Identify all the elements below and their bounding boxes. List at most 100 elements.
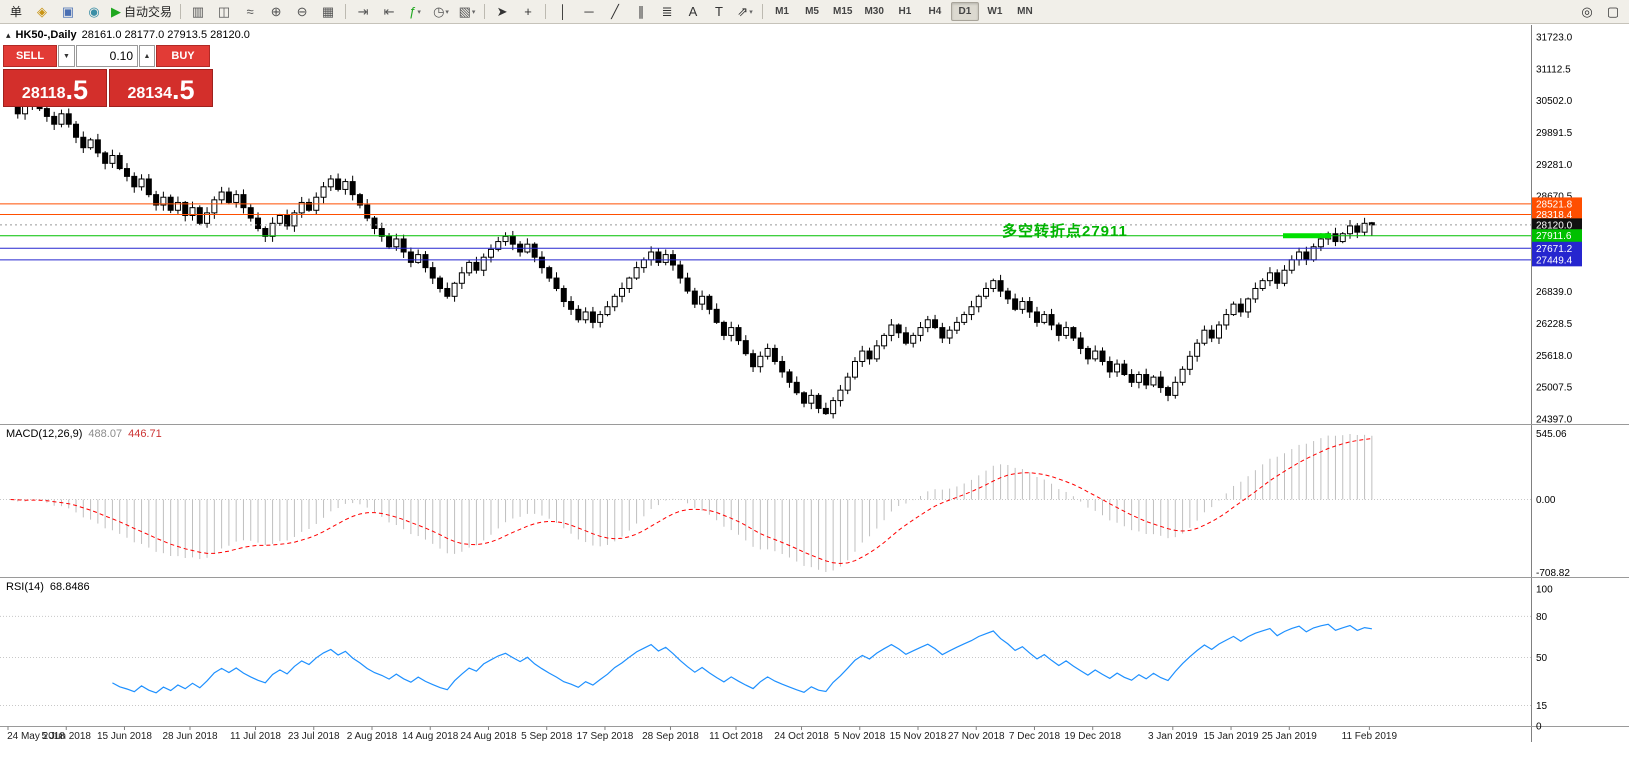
buy-price-button[interactable]: 28134.5 — [109, 69, 213, 107]
svg-text:11 Oct 2018: 11 Oct 2018 — [709, 731, 763, 742]
chevron-down-icon: ▼ — [63, 52, 70, 60]
svg-text:11 Feb 2019: 11 Feb 2019 — [1342, 731, 1398, 742]
svg-text:25618.0: 25618.0 — [1536, 351, 1573, 362]
tf-MN-label: MN — [1017, 6, 1033, 17]
dropdown-caret: ▾ — [749, 8, 753, 16]
crosshair-icon[interactable]: + — [516, 1, 540, 23]
fullscreen-icon-glyph: ▢ — [1606, 3, 1620, 19]
fullscreen-icon[interactable]: ▢ — [1601, 1, 1625, 23]
tf-m30-button[interactable]: M30 — [859, 2, 888, 21]
zoom-out-icon-glyph: ⊖ — [296, 3, 308, 19]
toolbar-sep — [484, 4, 486, 19]
zoom-in-icon[interactable]: ⊕ — [264, 1, 288, 23]
autotrading-button[interactable]: ▶ 自动交易 — [108, 1, 175, 23]
svg-text:28120.0: 28120.0 — [1536, 220, 1573, 231]
line-chart-icon[interactable]: ≈ — [238, 1, 262, 23]
tf-m5-button[interactable]: M5 — [798, 2, 826, 21]
svg-text:17 Sep 2018: 17 Sep 2018 — [577, 731, 634, 742]
svg-text:23 Jul 2018: 23 Jul 2018 — [288, 731, 340, 742]
fibonacci-icon[interactable]: ≣ — [655, 1, 679, 23]
charts-icon[interactable]: ▣ — [56, 1, 80, 23]
tf-D1-label: D1 — [958, 6, 972, 17]
cursor-icon[interactable]: ➤ — [490, 1, 514, 23]
equidistant-channel-icon[interactable]: ∥ — [629, 1, 653, 23]
dropdown-caret: ▾ — [417, 8, 421, 16]
order-type-dropdown[interactable]: ▼ — [58, 45, 75, 67]
label-tool-icon[interactable]: T — [707, 1, 731, 23]
charts-icon-glyph: ▣ — [61, 3, 75, 19]
tf-H4-label: H4 — [928, 6, 942, 17]
autotrading-button-glyph: ▶ — [111, 3, 121, 19]
volume-stepper[interactable]: ▲ — [139, 45, 155, 67]
tf-d1-button[interactable]: D1 — [950, 2, 979, 21]
search-icon[interactable]: ◎ — [1575, 1, 1599, 23]
toolbar-sep — [545, 4, 547, 19]
arrows-tool-icon[interactable]: ⇗ ▾ — [733, 1, 757, 23]
pivot-annotation: 多空转折点27911 — [1002, 223, 1128, 240]
svg-text:28 Sep 2018: 28 Sep 2018 — [642, 731, 699, 742]
trendline-icon[interactable]: ╱ — [603, 1, 627, 23]
zoom-in-icon-glyph: ⊕ — [270, 3, 282, 19]
sell-button[interactable]: SELL — [3, 45, 57, 67]
horizontal-levels — [0, 203, 1531, 261]
svg-text:28670.5: 28670.5 — [1536, 192, 1573, 203]
macd-signal-value: 446.71 — [128, 428, 162, 440]
toolbar: 单 ◈ ▣ ◉ ▶ 自动交易 ▥ ◫ ≈ ⊕ ⊖ ▦ ⇥ ⇤ ƒ ▾ ◷ ▾ ▧ ▾ ➤ + │ ─ ╱ ∥ ≣ A T ⇗ ▾ M1 M5 M1… — [0, 0, 1629, 24]
auto-scroll-icon[interactable]: ⇥ — [351, 1, 375, 23]
tf-m15-button[interactable]: M15 — [828, 2, 857, 21]
tile-windows-icon-glyph: ▦ — [321, 3, 335, 19]
sell-price-button[interactable]: 28118.5 — [3, 69, 107, 107]
pane-separators — [0, 424, 1629, 727]
horizontal-line-icon[interactable]: ─ — [577, 1, 601, 23]
zoom-out-icon[interactable]: ⊖ — [290, 1, 314, 23]
templates-icon[interactable]: ▧ ▾ — [455, 1, 479, 23]
candlestick-chart-icon-glyph: ◫ — [217, 3, 231, 19]
svg-text:100: 100 — [1536, 585, 1553, 596]
tf-m1-button[interactable]: M1 — [768, 2, 796, 21]
market-watch-icon-glyph: ◉ — [88, 3, 100, 19]
svg-text:5 Nov 2018: 5 Nov 2018 — [834, 731, 886, 742]
svg-text:50: 50 — [1536, 653, 1548, 664]
chart-shift-icon[interactable]: ⇤ — [377, 1, 401, 23]
indicators-icon[interactable]: ƒ ▾ — [403, 1, 427, 23]
periods-icon[interactable]: ◷ ▾ — [429, 1, 453, 23]
tf-mn-button[interactable]: MN — [1011, 2, 1039, 21]
tf-h1-button[interactable]: H1 — [891, 2, 919, 21]
market-watch-icon[interactable]: ◉ — [82, 1, 106, 23]
new-order-icon[interactable]: ◈ — [30, 1, 54, 23]
chevron-up-icon: ▲ — [143, 52, 151, 60]
svg-text:25 Jan 2019: 25 Jan 2019 — [1262, 731, 1317, 742]
sell-price-main: 28118 — [21, 85, 66, 102]
tf-M15-label: M15 — [833, 6, 853, 17]
svg-text:80: 80 — [1536, 612, 1548, 623]
vertical-line-icon-glyph: │ — [558, 4, 568, 19]
rsi-value: 68.8486 — [49, 581, 90, 593]
trade-panel-collapse-arrow[interactable]: ▴ — [6, 29, 11, 40]
svg-text:24 Aug 2018: 24 Aug 2018 — [460, 731, 517, 742]
buy-button[interactable]: BUY — [156, 45, 210, 67]
chart-title: ▴ HK50-,Daily 28161.0 28177.0 27913.5 28… — [6, 29, 250, 41]
dropdown-caret: ▾ — [445, 8, 449, 16]
svg-text:27 Nov 2018: 27 Nov 2018 — [948, 731, 1005, 742]
volume-input[interactable] — [76, 45, 138, 67]
text-tool-icon[interactable]: A — [681, 1, 705, 23]
svg-text:0.00: 0.00 — [1536, 495, 1556, 506]
tf-h4-button[interactable]: H4 — [921, 2, 949, 21]
bar-chart-icon[interactable]: ▥ — [186, 1, 210, 23]
svg-text:29281.0: 29281.0 — [1536, 160, 1573, 171]
toolbar-sep — [762, 4, 764, 19]
macd-indicator-label: MACD(12,26,9) 488.07 446.71 — [6, 428, 162, 440]
trade-panel-controls: SELL ▼ ▲ BUY — [3, 45, 215, 67]
vertical-line-icon[interactable]: │ — [551, 1, 575, 23]
equidistant-channel-icon-glyph: ∥ — [637, 3, 645, 19]
candlestick-chart-icon[interactable]: ◫ — [212, 1, 236, 23]
svg-text:30502.0: 30502.0 — [1536, 96, 1573, 107]
cursor-icon-glyph: ➤ — [496, 3, 508, 19]
tile-windows-icon[interactable]: ▦ — [316, 1, 340, 23]
svg-text:25007.5: 25007.5 — [1536, 383, 1573, 394]
tf-H1-label: H1 — [898, 6, 912, 17]
macd-main-value: 488.07 — [88, 428, 123, 440]
horizontal-line-icon-glyph: ─ — [584, 4, 594, 19]
tf-w1-button[interactable]: W1 — [981, 2, 1009, 21]
